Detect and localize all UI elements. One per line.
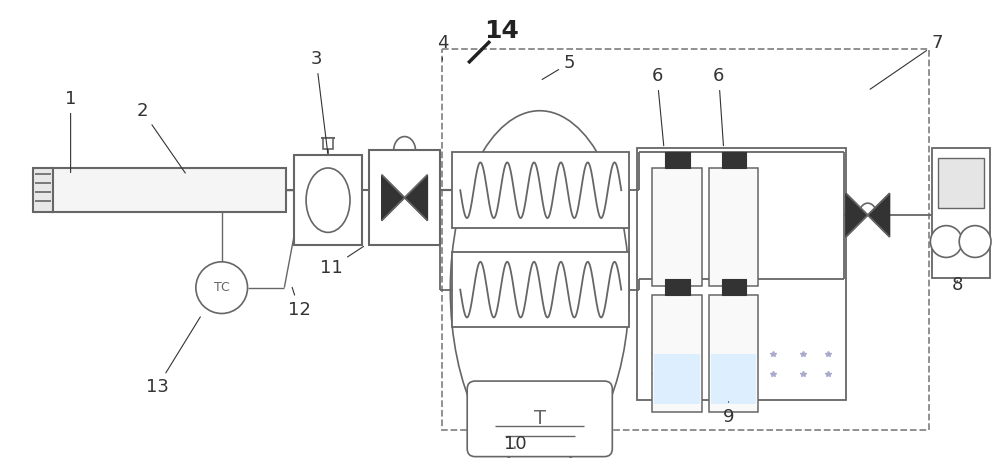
Text: 7: 7 [870, 34, 943, 89]
Text: 10: 10 [504, 435, 526, 453]
Bar [711, 354, 756, 404]
Text: 14: 14 [485, 19, 519, 43]
Circle shape [959, 226, 991, 257]
Bar [637, 149, 846, 400]
Bar [369, 151, 440, 245]
Text: 4: 4 [437, 34, 448, 60]
Bar [652, 168, 702, 285]
Polygon shape [846, 193, 868, 237]
Text: 1: 1 [65, 90, 76, 173]
Bar [323, 138, 333, 150]
Polygon shape [868, 193, 890, 237]
Polygon shape [382, 175, 405, 221]
Text: TC: TC [214, 281, 230, 294]
Text: 9: 9 [723, 402, 734, 426]
Bar [722, 152, 746, 168]
Text: 11: 11 [320, 246, 363, 277]
Text: 6: 6 [651, 67, 664, 146]
Bar [722, 279, 746, 295]
Text: 12: 12 [288, 287, 311, 319]
Circle shape [930, 226, 962, 257]
Bar [709, 168, 758, 285]
Bar [654, 354, 700, 404]
Bar [665, 152, 690, 168]
Bar [938, 158, 984, 207]
Ellipse shape [450, 111, 629, 459]
Bar [665, 279, 690, 295]
Text: 6: 6 [713, 67, 724, 146]
Bar [652, 295, 702, 412]
Circle shape [196, 262, 248, 313]
Bar [709, 295, 758, 412]
Bar [452, 252, 629, 327]
Text: 2: 2 [136, 102, 185, 173]
Text: 3: 3 [310, 50, 328, 153]
Bar [33, 168, 53, 212]
Bar [294, 156, 362, 245]
Polygon shape [405, 175, 427, 221]
Ellipse shape [306, 168, 350, 232]
Bar [442, 49, 929, 430]
FancyBboxPatch shape [467, 381, 612, 457]
Bar [452, 152, 629, 228]
Text: 8: 8 [952, 276, 963, 294]
Bar [51, 168, 286, 212]
Text: T: T [534, 409, 546, 428]
Text: 13: 13 [146, 317, 200, 396]
Text: 5: 5 [542, 54, 575, 79]
Bar [932, 149, 990, 278]
